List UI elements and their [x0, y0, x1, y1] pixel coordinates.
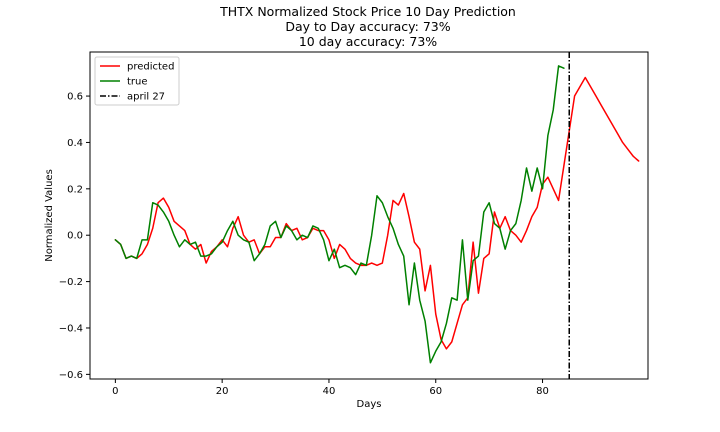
y-axis-label: Normalized Values [44, 169, 55, 262]
y-tick-label: −0.6 [59, 370, 83, 381]
axes-frame [89, 51, 649, 380]
y-tick-label: −0.4 [59, 323, 83, 334]
chart-title-line-1: THTX Normalized Stock Price 10 Day Predi… [219, 4, 516, 19]
y-tick-label: 0.4 [67, 138, 83, 149]
y-tick-label: 0.0 [67, 231, 83, 242]
x-tick-label: 40 [323, 386, 336, 397]
series-line-true [114, 65, 565, 364]
legend-label-predicted: predicted [127, 62, 174, 73]
x-tick-label: 20 [216, 386, 229, 397]
x-axis: 0 20 40 60 80 [112, 379, 549, 397]
x-axis-label: Days [357, 399, 382, 410]
legend-box [94, 56, 180, 106]
legend: predicted true april 27 [94, 56, 180, 106]
chart-title-line-3: 10 day accuracy: 73% [299, 34, 437, 49]
x-tick-label: 0 [112, 386, 118, 397]
y-axis: −0.6 −0.4 −0.2 0.0 0.2 0.4 0.6 [59, 92, 90, 381]
chart-title-line-2: Day to Day accuracy: 73% [285, 19, 450, 34]
y-tick-label: 0.6 [67, 92, 83, 103]
y-tick-label: 0.2 [67, 184, 83, 195]
x-tick-label: 60 [429, 386, 442, 397]
legend-label-april-27: april 27 [127, 92, 165, 103]
legend-label-true: true [127, 77, 148, 88]
plot-series-layer [114, 52, 640, 379]
series-line-predicted [114, 76, 640, 350]
y-tick-label: −0.2 [59, 277, 83, 288]
x-tick-label: 80 [536, 386, 549, 397]
